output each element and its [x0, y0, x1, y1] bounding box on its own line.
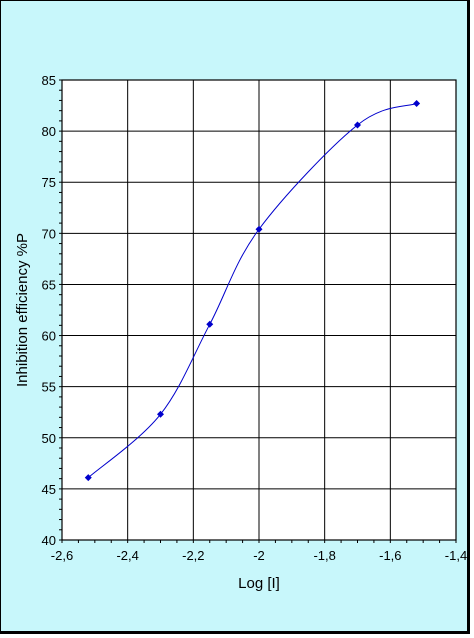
- y-tick-label: 55: [42, 380, 56, 395]
- y-tick-label: 75: [42, 175, 56, 190]
- y-tick-labels: 40 45 50 55 60 65 70 75 80 85: [42, 73, 56, 548]
- y-axis-label: Inhibition efficiency %P: [14, 233, 31, 387]
- x-tick-label: -2,4: [116, 548, 138, 563]
- data-point-marker: [206, 320, 214, 328]
- y-tick-label: 40: [42, 533, 56, 548]
- x-axis-label: Log [I]: [238, 575, 280, 592]
- y-tick-label: 85: [42, 73, 56, 88]
- data-point-marker: [354, 121, 361, 129]
- data-point-marker: [157, 410, 164, 418]
- y-tick-label: 45: [42, 482, 56, 497]
- data-point-marker: [255, 225, 263, 233]
- x-tick-label: -1,8: [313, 548, 335, 563]
- y-tick-label: 60: [42, 329, 56, 344]
- data-point-marker: [84, 474, 92, 482]
- y-tick-label: 65: [42, 277, 56, 292]
- series-markers: [84, 100, 421, 482]
- x-tick-label: -2,6: [51, 548, 73, 563]
- y-tick-label: 50: [42, 431, 56, 446]
- x-tick-label: -2: [253, 548, 265, 563]
- x-tick-label: -1,4: [445, 548, 467, 563]
- plot-border: [61, 79, 457, 541]
- x-tick-labels: -2,6 -2,4 -2,2 -2 -1,8 -1,6 -1,4: [51, 548, 467, 563]
- x-tick-label: -1,6: [379, 548, 401, 563]
- x-tick-label: -2,2: [182, 548, 204, 563]
- y-tick-label: 80: [42, 124, 56, 139]
- data-point-marker: [413, 100, 421, 108]
- y-tick-label: 70: [42, 226, 56, 241]
